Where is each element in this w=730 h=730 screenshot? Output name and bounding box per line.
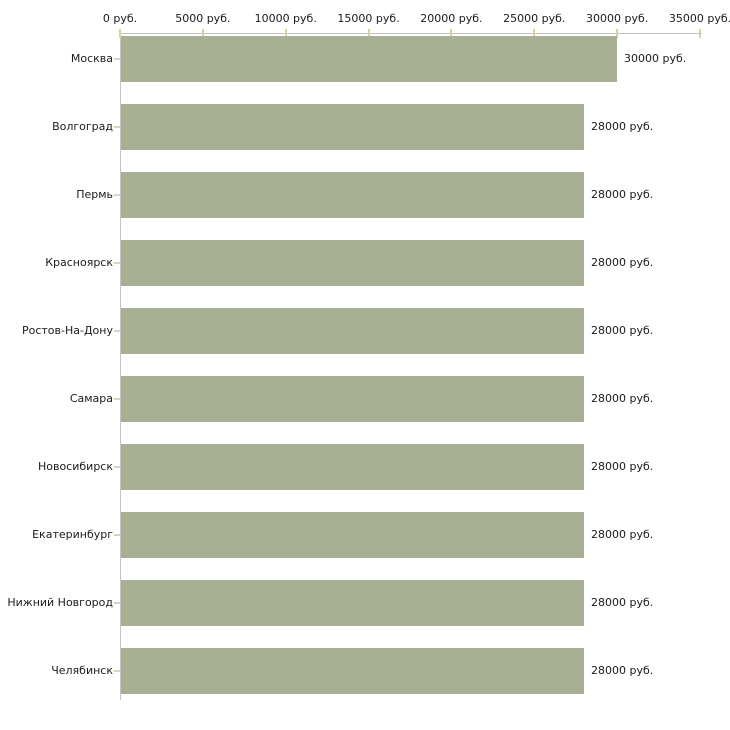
category-label: Волгоград — [52, 120, 113, 133]
category-tick-mark — [114, 58, 120, 60]
x-axis-tick-mark — [699, 29, 701, 38]
x-axis-tick-label: 25000 руб. — [503, 12, 566, 25]
x-axis-tick-label: 0 руб. — [102, 12, 138, 25]
bar — [121, 580, 584, 626]
bar — [121, 376, 584, 422]
bar — [121, 36, 617, 82]
x-axis-tick-mark — [284, 29, 287, 38]
category-tick-mark — [114, 534, 120, 536]
x-axis-tick-label: 20000 руб. — [420, 12, 483, 25]
bar — [121, 512, 584, 558]
category-tick-mark — [114, 670, 120, 672]
bar — [121, 104, 584, 150]
x-axis-tick-mark — [450, 29, 453, 38]
category-tick-mark — [114, 602, 120, 604]
x-axis-tick-label: 10000 руб. — [254, 12, 317, 25]
category-label: Пермь — [76, 188, 113, 201]
x-axis-line — [120, 33, 702, 34]
x-axis-tick-label: 30000 руб. — [586, 12, 649, 25]
category-label: Нижний Новгород — [7, 596, 113, 609]
y-axis-line — [120, 33, 121, 700]
category-tick-mark — [114, 262, 120, 264]
x-axis-tick-mark — [616, 29, 619, 38]
category-tick-mark — [114, 126, 120, 128]
category-label: Ростов-На-Дону — [21, 324, 113, 337]
category-tick-mark — [114, 194, 120, 196]
bar-value-label: 28000 руб. — [591, 188, 654, 201]
category-label: Самара — [69, 392, 113, 405]
category-tick-mark — [114, 398, 120, 400]
category-tick-mark — [114, 466, 120, 468]
bar — [121, 240, 584, 286]
bar-value-label: 28000 руб. — [591, 120, 654, 133]
bar-value-label: 28000 руб. — [591, 392, 654, 405]
x-axis-tick-mark — [201, 29, 204, 38]
x-axis-tick-label: 35000 руб. — [668, 12, 730, 25]
bar — [121, 648, 584, 694]
bar-value-label: 28000 руб. — [591, 324, 654, 337]
category-label: Москва — [70, 52, 113, 65]
x-axis-tick-label: 5000 руб. — [175, 12, 231, 25]
bar — [121, 444, 584, 490]
bar-value-label: 28000 руб. — [591, 460, 654, 473]
x-axis-tick-mark — [367, 29, 370, 38]
category-label: Новосибирск — [37, 460, 113, 473]
category-label: Красноярск — [45, 256, 113, 269]
x-axis-tick-label: 15000 руб. — [337, 12, 400, 25]
bar-value-label: 30000 руб. — [624, 52, 687, 65]
category-tick-mark — [114, 330, 120, 332]
bar-value-label: 28000 руб. — [591, 664, 654, 677]
bar-value-label: 28000 руб. — [591, 528, 654, 541]
bar — [121, 172, 584, 218]
bar-value-label: 28000 руб. — [591, 256, 654, 269]
category-label: Челябинск — [51, 664, 113, 677]
category-label: Екатеринбург — [32, 528, 113, 541]
bar — [121, 308, 584, 354]
x-axis-tick-mark — [533, 29, 536, 38]
bar-value-label: 28000 руб. — [591, 596, 654, 609]
x-axis-tick-mark — [119, 29, 121, 38]
